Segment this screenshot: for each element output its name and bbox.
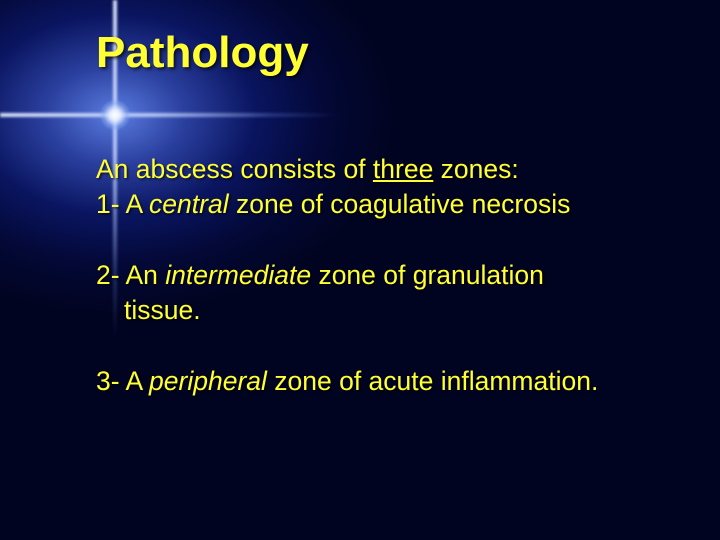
zone2-pre: 2- An [96,260,165,290]
intro-pre: An abscess consists of [96,154,373,184]
slide: Pathology An abscess consists of three z… [0,0,720,540]
spacer [96,222,680,258]
zone3-italic: peripheral [149,366,267,396]
intro-underlined: three [373,154,433,184]
intro-line: An abscess consists of three zones: [96,152,680,187]
spacer [96,328,680,364]
zone2-italic: intermediate [165,260,311,290]
zone1-post: zone of coagulative necrosis [229,189,571,219]
zone2-post: zone of granulation [311,260,544,290]
zone3-line: 3- A peripheral zone of acute inflammati… [96,364,680,399]
zone3-pre: 3- A [96,366,149,396]
lens-flare-core [100,100,130,130]
zone2-continuation: tissue. [96,293,680,328]
zone2-line: 2- An intermediate zone of granulation [96,258,680,293]
zone1-italic: central [149,189,229,219]
lens-flare-horizontal [0,113,340,117]
intro-post: zones: [433,154,518,184]
zone1-pre: 1- A [96,189,149,219]
slide-title: Pathology [96,28,309,78]
zone3-post: zone of acute inflammation. [267,366,598,396]
slide-body: An abscess consists of three zones: 1- A… [96,152,680,399]
zone1-line: 1- A central zone of coagulative necrosi… [96,187,680,222]
